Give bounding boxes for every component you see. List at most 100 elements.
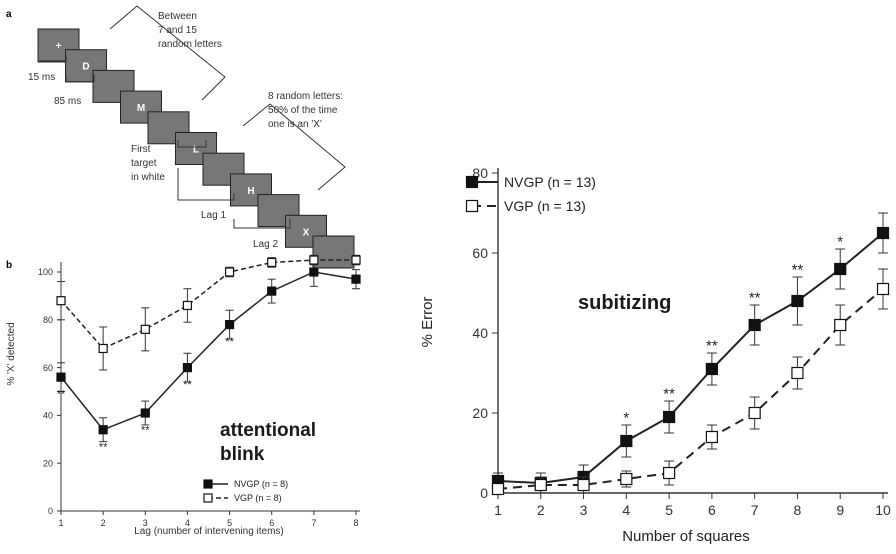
panel-b-label: b	[6, 260, 12, 271]
rsvp-card	[37, 28, 80, 62]
x-tick-label: 9	[836, 502, 844, 518]
data-point-vgp	[267, 257, 277, 268]
panel-a: a + D M L H X Between 7 and 15 random letters…	[6, 5, 355, 269]
attentional-blink-line-1: attentional	[220, 420, 317, 441]
series-line-vgp	[60, 259, 356, 350]
significance-marker: **	[706, 337, 718, 354]
bracket-lag2	[233, 218, 291, 229]
text-first-target-3: in white	[131, 172, 165, 183]
text-first-target-1: First	[131, 144, 151, 155]
text-between-2: 7 and 15	[158, 25, 197, 36]
rsvp-card-letter: X	[303, 227, 310, 238]
bracket-85ms	[65, 75, 95, 83]
x-tick-label: 8	[353, 518, 358, 528]
significance-marker: **	[663, 385, 675, 402]
data-point-vgp	[748, 406, 761, 420]
data-point-nvgp	[705, 362, 718, 376]
bracket-15ms	[37, 55, 67, 63]
data-point-nvgp	[791, 294, 804, 308]
data-point-vgp	[491, 482, 505, 496]
data-point-vgp	[140, 324, 150, 334]
legend-label: VGP (n = 8)	[234, 493, 282, 503]
bracket-between	[109, 5, 226, 101]
significance-marker: *	[623, 409, 629, 426]
data-point-vgp	[351, 255, 361, 265]
data-point-vgp	[791, 366, 804, 380]
legend-label: NVGP (n = 8)	[234, 479, 288, 489]
chart-attentional-blink: b % 'X' detected Lag (number of interven…	[6, 254, 361, 537]
y-tick-label: 40	[472, 325, 488, 341]
data-point-nvgp	[620, 434, 633, 448]
significance-marker: **	[183, 379, 192, 391]
rsvp-card-letter: M	[137, 103, 145, 114]
attentional-blink-label: attentional blink	[220, 419, 316, 467]
y-tick-label: 40	[43, 411, 53, 421]
x-tick-label: 1	[58, 518, 63, 528]
series-line-nvgp	[60, 271, 357, 431]
legend-label: NVGP (n = 13)	[504, 174, 596, 190]
panel-a-label: a	[6, 9, 12, 20]
x-tick-label: 6	[708, 502, 716, 518]
legend-marker-nvgp	[203, 479, 213, 489]
chart-b-ylabel: % 'X' detected	[6, 322, 17, 385]
x-tick-label: 2	[101, 518, 106, 528]
data-point-vgp	[577, 478, 590, 492]
subitizing-label: subitizing	[578, 292, 672, 314]
x-tick-label: 4	[622, 502, 630, 518]
x-tick-label: 3	[580, 502, 588, 518]
x-tick-label: 7	[311, 518, 316, 528]
y-tick-label: 20	[472, 405, 488, 421]
data-point-vgp	[705, 430, 718, 444]
x-tick-label: 4	[185, 518, 190, 528]
data-point-vgp	[182, 300, 193, 311]
x-tick-label: 1	[494, 502, 502, 518]
y-tick-label: 60	[43, 363, 53, 373]
text-first-target-2: target	[131, 158, 157, 169]
data-point-nvgp	[748, 318, 761, 332]
text-85ms: 85 ms	[54, 96, 81, 107]
data-point-nvgp	[56, 372, 66, 382]
data-point-vgp	[309, 255, 319, 265]
significance-marker: **	[792, 261, 804, 278]
chart-b-xlabel: Lag (number of intervening items)	[134, 526, 284, 537]
chart-c-xlabel: Number of squares	[622, 528, 750, 545]
data-point-nvgp	[267, 286, 277, 296]
x-tick-label: 7	[751, 502, 759, 518]
data-point-vgp	[663, 466, 676, 480]
data-point-vgp	[98, 343, 108, 354]
y-tick-label: 0	[480, 485, 488, 501]
significance-marker: **	[99, 441, 108, 453]
data-point-nvgp	[663, 410, 676, 424]
legend-marker-vgp	[203, 493, 213, 503]
rsvp-card-sequence: + D M L H X	[37, 28, 355, 269]
x-tick-label: 8	[794, 502, 802, 518]
data-point-vgp	[834, 318, 847, 332]
x-tick-label: 3	[143, 518, 148, 528]
data-point-vgp	[876, 282, 890, 296]
data-point-nvgp	[834, 262, 847, 276]
data-point-vgp	[534, 478, 547, 492]
data-point-vgp	[620, 472, 633, 486]
bracket-first-target	[177, 140, 207, 148]
data-point-vgp	[56, 296, 66, 306]
significance-marker: *	[837, 233, 843, 250]
text-8-random-3: one is an 'X'	[268, 119, 322, 130]
data-point-nvgp	[876, 226, 890, 240]
data-point-nvgp	[98, 425, 108, 435]
x-tick-label: 5	[665, 502, 673, 518]
rsvp-card-letter: H	[247, 186, 254, 197]
data-point-vgp	[224, 267, 235, 277]
significance-marker: **	[57, 389, 66, 401]
bracket-8-random	[242, 103, 346, 191]
data-point-nvgp	[224, 319, 235, 330]
text-lag2: Lag 2	[253, 239, 278, 250]
x-tick-label: 2	[537, 502, 545, 518]
rsvp-card-letter: D	[82, 62, 89, 73]
x-tick-label: 6	[269, 518, 274, 528]
text-between-1: Between	[158, 11, 197, 22]
legend-marker-vgp	[465, 199, 479, 213]
chart-c-ylabel: % Error	[419, 297, 436, 348]
